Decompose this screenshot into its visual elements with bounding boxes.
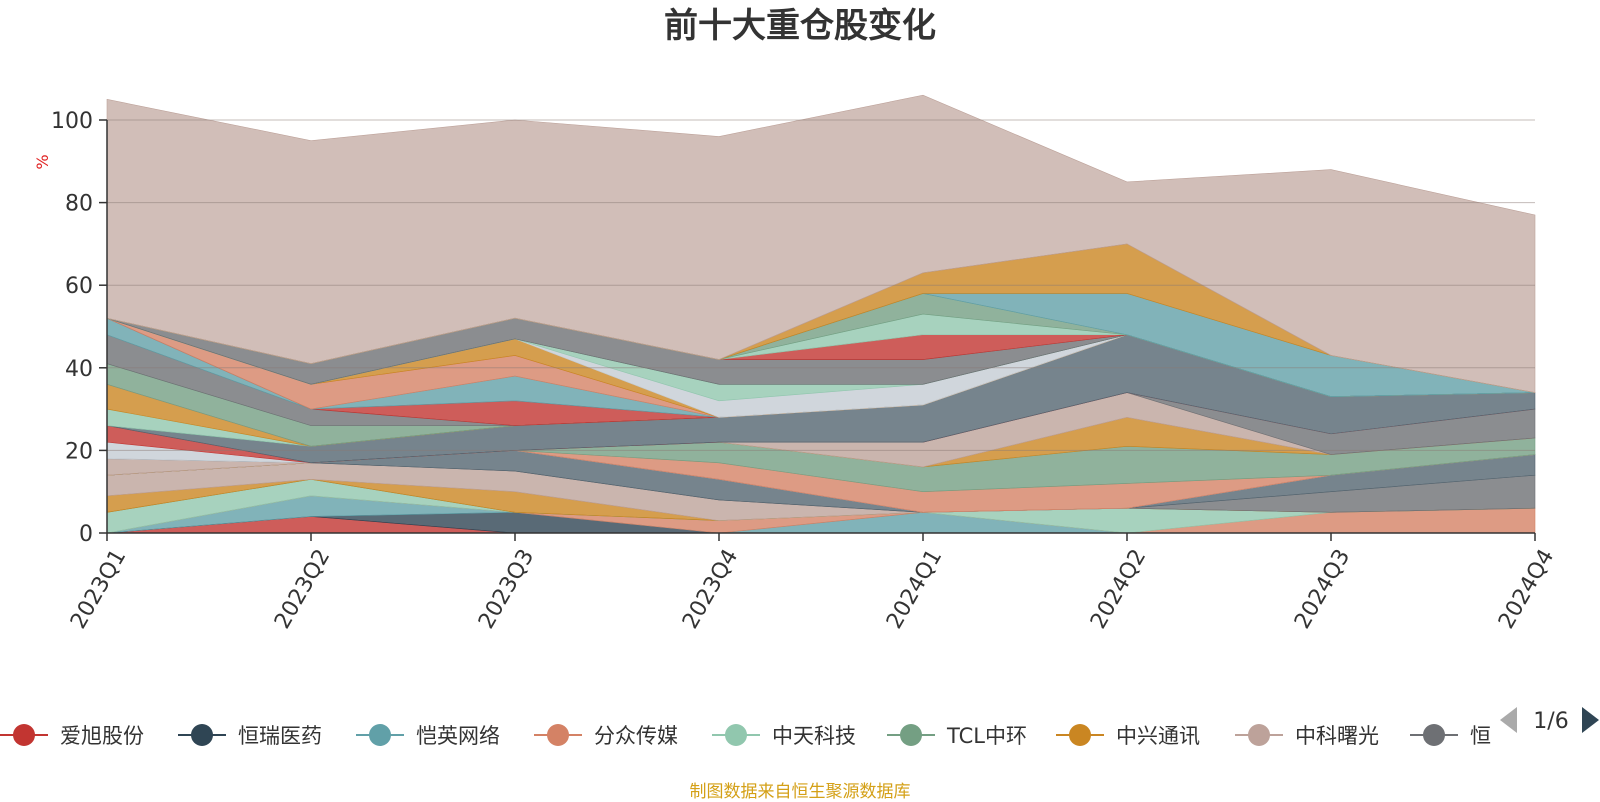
legend-pager[interactable]: 1/6 [1500,707,1599,734]
legend-item[interactable]: 中天科技 [712,724,856,748]
grid-lines [107,119,1535,451]
area-series-39 [106,94,1536,393]
legend-marker-icon [1069,724,1091,746]
chart-title: 前十大重仓股变化 [664,6,936,46]
x-tick-label: 2023Q4 [678,545,743,633]
y-tick-label: 40 [65,357,93,382]
y-axis-unit-label: % [33,154,52,169]
legend-marker-icon [1423,724,1445,746]
legend-item[interactable]: 恒 [1410,724,1491,748]
legend-item[interactable]: 爱旭股份 [0,724,144,748]
y-tick-label: 0 [79,522,93,547]
legend-label: 中天科技 [772,724,856,748]
legend-page-indicator: 1/6 [1533,709,1568,734]
legend-next-icon[interactable] [1582,707,1599,733]
y-tick-label: 20 [65,439,93,464]
legend-label: TCL中环 [946,724,1027,748]
legend[interactable]: 爱旭股份 恒瑞医药 恺英网络 分众传媒 中天科技 TCL中环 中兴通讯 中科曙光 恒 [0,724,1491,748]
x-tick-label: 2024Q3 [1290,545,1355,633]
legend-label: 分众传媒 [594,724,678,748]
y-tick-label: 100 [51,109,93,134]
legend-label: 爱旭股份 [60,724,144,748]
x-tick-label: 2024Q4 [1494,545,1559,633]
x-tick-label: 2023Q1 [66,545,131,633]
legend-marker-icon [1248,724,1270,746]
x-tick-label: 2023Q3 [474,545,539,633]
legend-marker-icon [369,724,391,746]
legend-marker-icon [547,724,569,746]
legend-item[interactable]: TCL中环 [887,724,1027,748]
legend-marker-icon [191,724,213,746]
x-tick-label: 2024Q1 [882,545,947,633]
legend-marker-icon [725,724,747,746]
legend-item[interactable]: 中科曙光 [1235,724,1379,748]
y-tick-label: 60 [65,274,93,299]
legend-label: 中科曙光 [1295,724,1379,748]
y-tick-label: 80 [65,192,93,217]
legend-label: 恒 [1470,724,1491,748]
legend-item[interactable]: 恒瑞医药 [178,724,322,748]
legend-marker-icon [900,724,922,746]
legend-label: 恒瑞医药 [238,724,322,748]
x-tick-label: 2024Q2 [1086,545,1151,633]
legend-label: 恺英网络 [416,724,500,748]
legend-prev-icon[interactable] [1500,707,1517,733]
legend-marker-icon [13,724,35,746]
areas-layer [106,94,1536,534]
data-source-note: 制图数据来自恒生聚源数据库 [689,782,911,802]
legend-item[interactable]: 分众传媒 [534,724,678,748]
legend-item[interactable]: 中兴通讯 [1056,724,1200,748]
legend-item[interactable]: 恺英网络 [356,724,500,748]
x-tick-label: 2023Q2 [270,545,335,633]
legend-label: 中兴通讯 [1116,724,1200,748]
